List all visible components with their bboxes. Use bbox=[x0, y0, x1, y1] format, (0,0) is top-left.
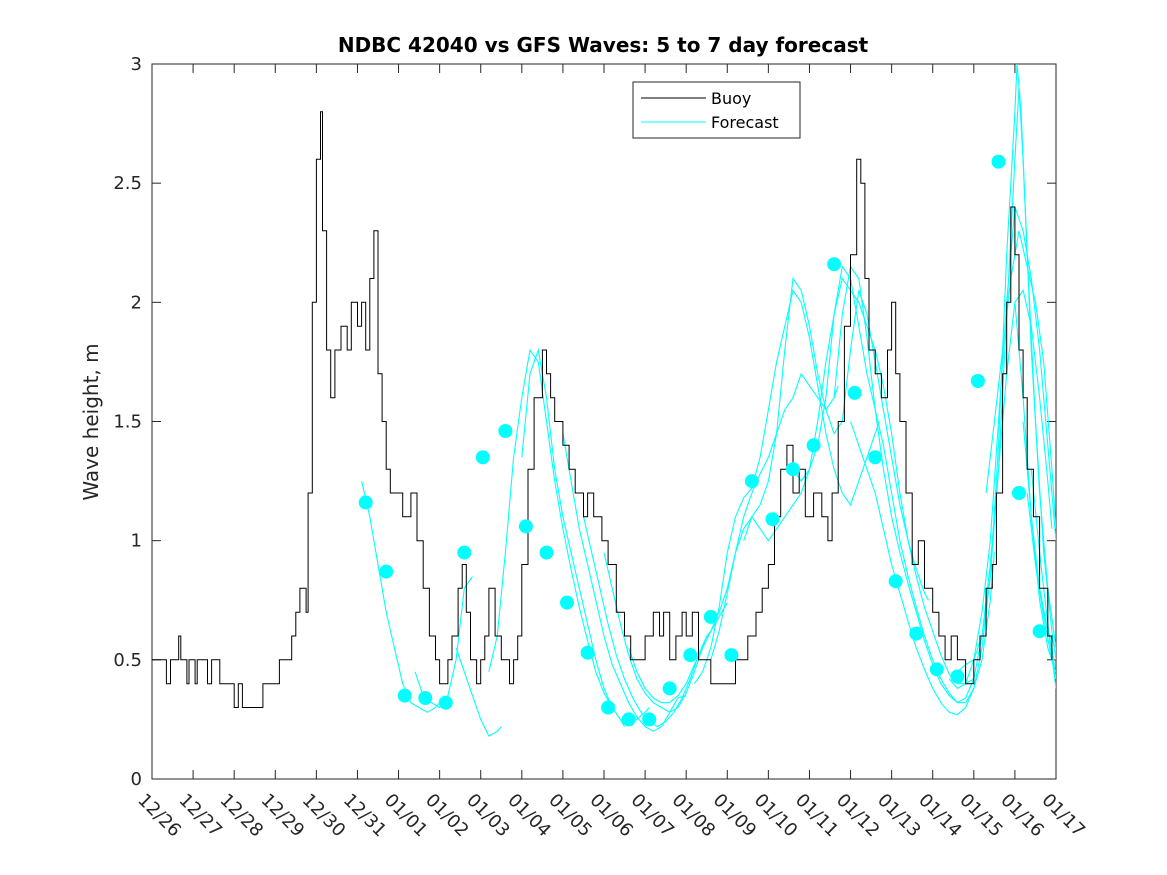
forecast-marker-8 bbox=[518, 519, 533, 534]
forecast-marker-19 bbox=[744, 474, 759, 489]
y-tick-label: 1 bbox=[131, 531, 142, 552]
forecast-marker-12 bbox=[601, 700, 616, 715]
y-tick-label: 2 bbox=[131, 292, 142, 313]
forecast-marker-18 bbox=[724, 648, 739, 663]
forecast-marker-4 bbox=[438, 695, 453, 710]
forecast-marker-2 bbox=[397, 688, 412, 703]
forecast-marker-26 bbox=[888, 574, 903, 589]
forecast-marker-17 bbox=[703, 609, 718, 624]
forecast-marker-15 bbox=[662, 681, 677, 696]
series-group bbox=[152, 63, 1056, 737]
y-tick-label: 2.5 bbox=[113, 173, 142, 194]
forecast-marker-30 bbox=[970, 374, 985, 388]
forecast-line-6 bbox=[562, 433, 687, 732]
forecast-marker-31 bbox=[991, 154, 1006, 169]
forecast-line-18 bbox=[985, 230, 1056, 529]
forecast-marker-24 bbox=[847, 385, 862, 400]
forecast-marker-27 bbox=[909, 626, 924, 641]
forecast-marker-11 bbox=[580, 645, 595, 660]
forecast-line-3 bbox=[455, 647, 502, 737]
legend-forecast-label: Forecast bbox=[711, 113, 779, 132]
forecast-line-17 bbox=[948, 206, 1056, 690]
forecast-marker-0 bbox=[358, 495, 373, 510]
forecast-marker-1 bbox=[379, 564, 394, 579]
forecast-marker-28 bbox=[929, 662, 944, 677]
forecast-marker-14 bbox=[642, 712, 657, 727]
forecast-marker-6 bbox=[475, 450, 490, 465]
legend-box bbox=[632, 81, 801, 139]
forecast-marker-33 bbox=[1032, 624, 1047, 639]
forecast-line-19 bbox=[1014, 302, 1056, 672]
y-tick-label: 0.5 bbox=[113, 650, 142, 671]
forecast-marker-7 bbox=[498, 424, 513, 438]
forecast-line-4 bbox=[488, 348, 625, 727]
forecast-marker-29 bbox=[950, 669, 965, 684]
forecast-line-10 bbox=[693, 289, 880, 685]
forecast-line-16 bbox=[957, 63, 1056, 673]
forecast-line-1 bbox=[361, 480, 441, 713]
chart-title: NDBC 42040 vs GFS Waves: 5 to 7 day fore… bbox=[338, 33, 869, 57]
legend: Buoy Forecast bbox=[632, 81, 801, 139]
forecast-marker-13 bbox=[621, 712, 636, 727]
y-axis-label: Wave height, m bbox=[79, 343, 103, 500]
forecast-marker-25 bbox=[868, 450, 883, 465]
y-tick-label: 0 bbox=[131, 769, 142, 790]
y-tick-label: 3 bbox=[131, 54, 142, 75]
forecast-line-12 bbox=[743, 277, 975, 685]
forecast-marker-3 bbox=[418, 691, 433, 705]
legend-buoy-label: Buoy bbox=[711, 89, 751, 108]
forecast-marker-9 bbox=[539, 545, 554, 560]
forecast-marker-10 bbox=[560, 595, 574, 610]
forecast-line-13 bbox=[792, 265, 995, 704]
forecast-marker-21 bbox=[786, 462, 800, 477]
forecast-marker-22 bbox=[806, 438, 821, 453]
y-tick-label: 1.5 bbox=[113, 412, 142, 433]
forecast-marker-16 bbox=[683, 648, 698, 663]
forecast-marker-32 bbox=[1012, 486, 1026, 500]
forecast-marker-5 bbox=[457, 545, 472, 560]
forecast-marker-20 bbox=[765, 512, 780, 527]
forecast-marker-23 bbox=[827, 257, 842, 272]
buoy-line bbox=[152, 111, 1053, 708]
